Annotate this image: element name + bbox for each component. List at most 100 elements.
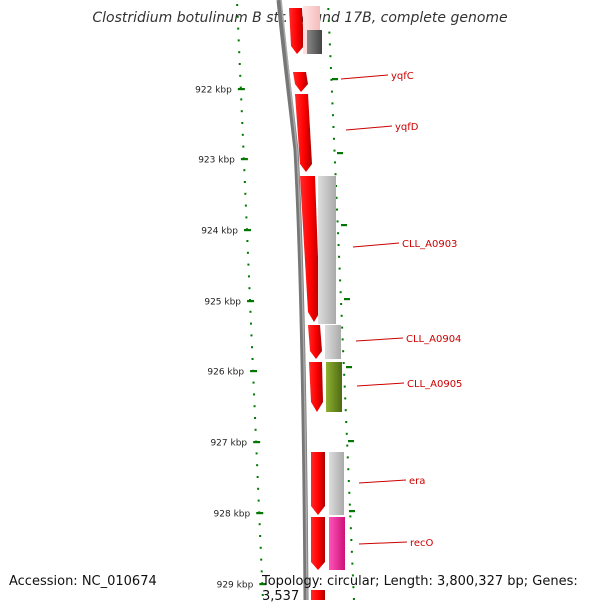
gene-leader-line <box>352 242 400 248</box>
ruler-major-tick <box>259 583 267 586</box>
track-dot <box>331 102 334 105</box>
track-major-tick <box>332 78 338 81</box>
ruler-minor-tick <box>259 535 262 537</box>
track-dot <box>349 515 352 518</box>
ruler-minor-tick <box>254 417 257 419</box>
cog-olive-feature <box>326 362 342 412</box>
ruler-major-tick <box>256 512 264 515</box>
ruler-minor-tick <box>237 27 240 30</box>
track-dot <box>350 539 353 541</box>
track-dot <box>340 303 343 305</box>
ruler-minor-tick <box>259 546 262 549</box>
ruler-major-tick <box>237 88 245 91</box>
ruler-label: 924 kbp <box>201 227 238 237</box>
track-dot <box>348 491 351 494</box>
gene-label: yqfC <box>391 71 414 82</box>
track-major-tick <box>349 510 355 513</box>
track-dot <box>349 527 352 530</box>
track-dot <box>341 326 344 329</box>
track-dot <box>339 291 342 294</box>
gene-leader-line <box>356 382 405 387</box>
ruler-minor-tick <box>250 334 253 337</box>
ruler-minor-tick <box>241 133 244 136</box>
ruler-minor-tick <box>251 358 254 360</box>
ruler-major-tick <box>240 158 248 161</box>
ruler-minor-tick <box>240 98 243 101</box>
track-dot <box>346 444 349 447</box>
ruler-minor-tick <box>236 15 239 18</box>
gene-leader-line <box>355 337 404 342</box>
track-dot <box>340 314 343 317</box>
ruler-minor-tick <box>243 169 246 172</box>
track-dot <box>332 126 335 128</box>
cds-feature <box>311 517 325 570</box>
ruler-minor-tick <box>251 346 254 349</box>
track-dot <box>347 480 350 482</box>
ruler-minor-tick <box>241 122 244 124</box>
ruler-minor-tick <box>256 464 259 467</box>
gene-leader-line <box>345 125 393 131</box>
ruler-minor-tick <box>242 145 245 148</box>
gene-label: yqfD <box>395 122 419 133</box>
ruler-major-tick <box>253 441 261 444</box>
track-dot <box>345 432 348 435</box>
ruler-minor-tick <box>246 251 249 254</box>
track-dot <box>343 373 346 376</box>
track-major-tick <box>346 366 352 369</box>
ruler-label: 927 kbp <box>210 439 247 449</box>
ruler-minor-tick <box>248 287 251 290</box>
track-dot <box>344 397 347 400</box>
track-major-tick <box>348 440 354 443</box>
ruler-minor-tick <box>257 487 260 490</box>
ruler-label: 925 kbp <box>204 298 241 308</box>
cds-feature <box>309 362 323 412</box>
gc-track-dots <box>327 8 355 600</box>
track-dot <box>341 338 344 341</box>
track-dot <box>347 468 350 471</box>
track-dot <box>330 90 333 93</box>
ruler-minor-tick <box>252 381 255 384</box>
ruler-minor-tick <box>261 594 264 596</box>
genome-backbone-highlight <box>280 0 308 600</box>
track-dot <box>344 409 347 412</box>
track-major-tick <box>337 152 343 155</box>
ruler-minor-tick <box>246 240 249 242</box>
track-dot <box>337 244 340 246</box>
track-dot <box>345 421 348 423</box>
ruler-minor-tick <box>255 452 258 455</box>
ruler-minor-tick <box>238 51 241 54</box>
ruler-minor-tick <box>260 570 263 573</box>
ruler-minor-tick <box>244 204 247 207</box>
track-dot <box>335 196 338 199</box>
track-dot <box>350 550 353 553</box>
track-dot <box>337 232 340 235</box>
ruler-minor-tick <box>239 74 242 77</box>
ruler-major-tick <box>247 300 255 303</box>
cds-feature <box>293 72 308 92</box>
track-dot <box>335 185 338 187</box>
ruler-major-tick <box>250 370 258 373</box>
cds-track <box>289 8 325 600</box>
ruler-minor-tick <box>249 310 252 313</box>
cog-gray-feature <box>318 176 336 324</box>
track-dot <box>336 208 339 211</box>
cds-feature <box>311 590 325 600</box>
cds-feature <box>311 452 325 515</box>
ruler-minor-tick <box>254 428 257 431</box>
cds-feature <box>308 325 322 359</box>
track-dot <box>348 503 351 506</box>
track-dot <box>331 114 334 117</box>
ruler-minor-tick <box>256 476 259 478</box>
ruler-minor-tick <box>240 110 243 113</box>
track-dot <box>328 43 331 46</box>
cog-gray-feature <box>329 452 344 515</box>
gene-label: recO <box>410 538 434 549</box>
track-dot <box>332 137 335 140</box>
gene-leader-line <box>358 541 408 545</box>
ruler-label: 929 kbp <box>217 581 254 591</box>
cog-dark-feature <box>307 30 322 54</box>
gene-leader-line <box>340 74 389 80</box>
track-dot <box>339 279 342 282</box>
track-dot <box>333 149 336 152</box>
